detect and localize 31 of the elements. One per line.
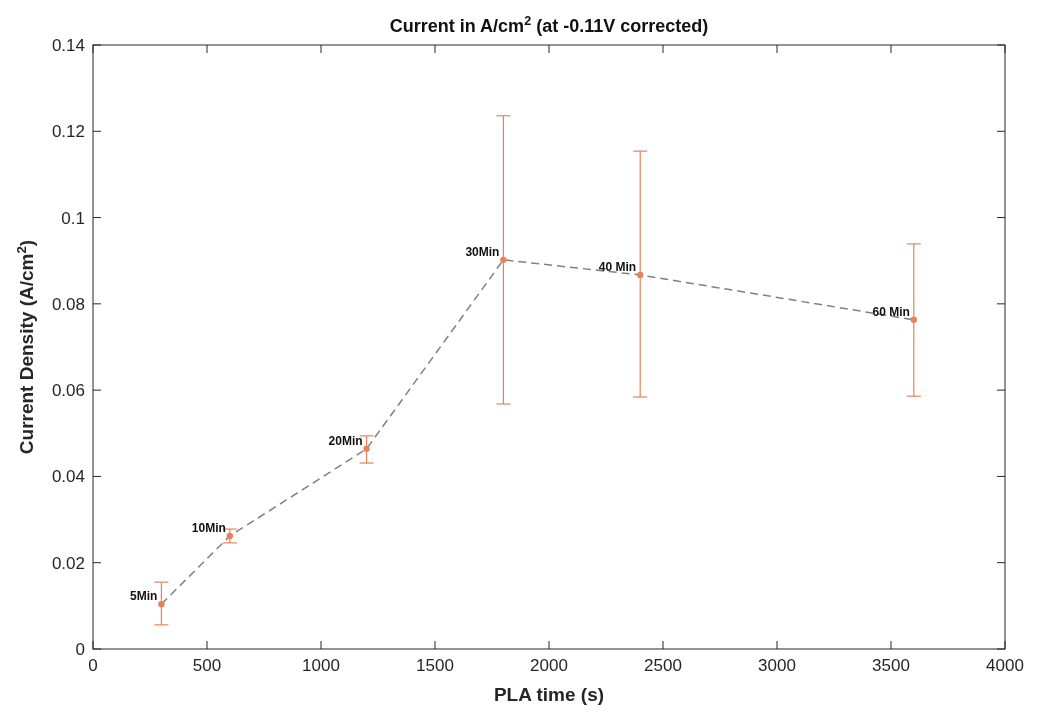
point [637, 271, 644, 279]
point [158, 600, 165, 608]
x-axis-title: PLA time (s) [493, 684, 605, 705]
y-tick-label: 0.02 [51, 553, 85, 573]
chart-title: Current in A/cm$^{2}$ (at -0.11V corrected) [389, 14, 709, 36]
y-tick-label: 0 [75, 640, 85, 659]
annotation: 60 Min [872, 304, 910, 319]
x-tick-label: 3500 [872, 656, 910, 675]
x-tick-label: 1500 [416, 656, 454, 675]
point [500, 256, 507, 264]
x-tick-label: 0 [88, 656, 98, 675]
point [363, 445, 370, 453]
y-tick-label: 0.06 [51, 381, 85, 401]
x-tick-label: 500 [192, 656, 222, 675]
x-tick-label: 2500 [644, 656, 682, 675]
y-tick-label: 0.1 [61, 208, 85, 228]
annotation: 5Min [130, 589, 158, 604]
point [226, 532, 233, 540]
annotation: 20Min [328, 433, 363, 448]
annotation: 40 Min [598, 259, 637, 274]
y-tick-label: 0.12 [51, 122, 85, 142]
y-tick-label: 0.08 [51, 294, 85, 314]
annotation: 30Min [465, 244, 500, 259]
x-tick-label: 3000 [758, 656, 796, 675]
y-tick-label: 0.14 [51, 36, 85, 55]
x-tick-label: 1000 [302, 656, 340, 675]
point [910, 316, 917, 324]
y-tick-label: 0.04 [51, 467, 85, 487]
annotation: 10Min [191, 520, 226, 535]
x-tick-label: 4000 [986, 656, 1024, 675]
x-tick-label: 2000 [530, 656, 568, 675]
